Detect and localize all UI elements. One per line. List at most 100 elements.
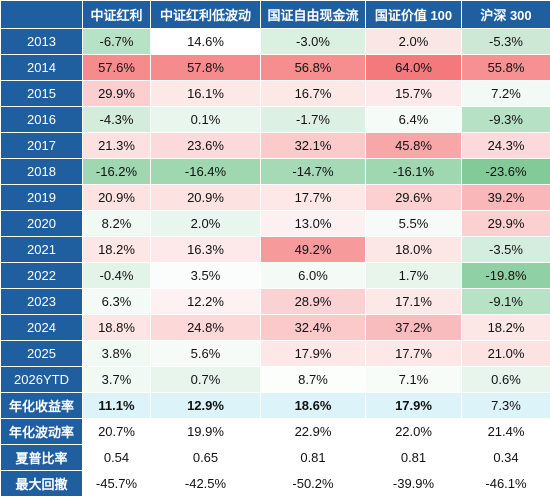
- table-cell: 0.1%: [151, 107, 261, 133]
- table-cell: 11.1%: [83, 393, 151, 419]
- row-label: 2019: [1, 185, 83, 211]
- row-label: 2022: [1, 263, 83, 289]
- table-cell: 24.8%: [151, 315, 261, 341]
- table-cell: 28.9%: [261, 289, 366, 315]
- row-label: 2020: [1, 211, 83, 237]
- row-label: 最大回撤: [1, 471, 83, 497]
- table-cell: 45.8%: [366, 133, 462, 159]
- table-cell: 8.2%: [83, 211, 151, 237]
- row-label: 2018: [1, 159, 83, 185]
- table-cell: 20.7%: [83, 419, 151, 445]
- table-row: 2018-16.2%-16.4%-14.7%-16.1%-23.6%: [1, 159, 550, 185]
- table-cell: -5.3%: [462, 29, 550, 55]
- table-cell: -50.2%: [261, 471, 366, 497]
- table-cell: -0.4%: [83, 263, 151, 289]
- table-cell: 17.7%: [366, 341, 462, 367]
- row-label: 2017: [1, 133, 83, 159]
- table-cell: 22.9%: [261, 419, 366, 445]
- table-cell: 29.9%: [83, 81, 151, 107]
- table-cell: 2.0%: [151, 211, 261, 237]
- table-cell: 0.81: [366, 445, 462, 471]
- table-cell: 0.81: [261, 445, 366, 471]
- table-row: 2022-0.4%3.5%6.0%1.7%-19.8%: [1, 263, 550, 289]
- table-cell: -14.7%: [261, 159, 366, 185]
- table-cell: -23.6%: [462, 159, 550, 185]
- table-cell: 15.7%: [366, 81, 462, 107]
- table-cell: 19.9%: [151, 419, 261, 445]
- table-row: 最大回撤-45.7%-42.5%-50.2%-39.9%-46.1%: [1, 471, 550, 497]
- row-label: 年化收益率: [1, 393, 83, 419]
- table-cell: 3.7%: [83, 367, 151, 393]
- table-cell: 7.2%: [462, 81, 550, 107]
- row-label: 2026YTD: [1, 367, 83, 393]
- table-row: 2013-6.7%14.6%-3.0%2.0%-5.3%: [1, 29, 550, 55]
- table-cell: -46.1%: [462, 471, 550, 497]
- table-row: 2016-4.3%0.1%-1.7%6.4%-9.3%: [1, 107, 550, 133]
- table-cell: 6.3%: [83, 289, 151, 315]
- row-label: 年化波动率: [1, 419, 83, 445]
- table-cell: 0.34: [462, 445, 550, 471]
- table-cell: -6.7%: [83, 29, 151, 55]
- row-label: 2014: [1, 55, 83, 81]
- table-cell: 17.9%: [366, 393, 462, 419]
- table-cell: -39.9%: [366, 471, 462, 497]
- row-label: 2024: [1, 315, 83, 341]
- table-cell: 29.6%: [366, 185, 462, 211]
- table-cell: 22.0%: [366, 419, 462, 445]
- table-cell: 16.7%: [261, 81, 366, 107]
- row-label: 2015: [1, 81, 83, 107]
- table-cell: 18.2%: [462, 315, 550, 341]
- table-cell: 16.1%: [151, 81, 261, 107]
- table-cell: 7.1%: [366, 367, 462, 393]
- table-cell: 13.0%: [261, 211, 366, 237]
- table-cell: -19.8%: [462, 263, 550, 289]
- table-cell: 55.8%: [462, 55, 550, 81]
- table-cell: 12.2%: [151, 289, 261, 315]
- column-header: 中证红利: [83, 1, 151, 29]
- table-cell: 32.1%: [261, 133, 366, 159]
- table-cell: 21.0%: [462, 341, 550, 367]
- table-cell: -4.3%: [83, 107, 151, 133]
- table-cell: 21.3%: [83, 133, 151, 159]
- table-cell: 6.4%: [366, 107, 462, 133]
- table-cell: 20.9%: [151, 185, 261, 211]
- table-cell: -9.3%: [462, 107, 550, 133]
- table-cell: 56.8%: [261, 55, 366, 81]
- table-cell: -16.1%: [366, 159, 462, 185]
- column-header: 国证自由现金流: [261, 1, 366, 29]
- column-header: 国证价值 100: [366, 1, 462, 29]
- table-cell: 0.65: [151, 445, 261, 471]
- row-label: 2025: [1, 341, 83, 367]
- table-cell: 7.3%: [462, 393, 550, 419]
- table-cell: -1.7%: [261, 107, 366, 133]
- table-cell: 5.6%: [151, 341, 261, 367]
- table-cell: -45.7%: [83, 471, 151, 497]
- row-label: 2021: [1, 237, 83, 263]
- table-cell: 6.0%: [261, 263, 366, 289]
- table-cell: 21.4%: [462, 419, 550, 445]
- table-cell: 57.8%: [151, 55, 261, 81]
- table-cell: 2.0%: [366, 29, 462, 55]
- table-cell: 24.3%: [462, 133, 550, 159]
- table-cell: 0.6%: [462, 367, 550, 393]
- table-cell: 57.6%: [83, 55, 151, 81]
- table-cell: -42.5%: [151, 471, 261, 497]
- table-cell: 5.5%: [366, 211, 462, 237]
- table-cell: 17.9%: [261, 341, 366, 367]
- table-cell: 64.0%: [366, 55, 462, 81]
- row-label: 夏普比率: [1, 445, 83, 471]
- table-cell: -3.0%: [261, 29, 366, 55]
- row-label: 2016: [1, 107, 83, 133]
- table-cell: -3.5%: [462, 237, 550, 263]
- table-cell: -16.4%: [151, 159, 261, 185]
